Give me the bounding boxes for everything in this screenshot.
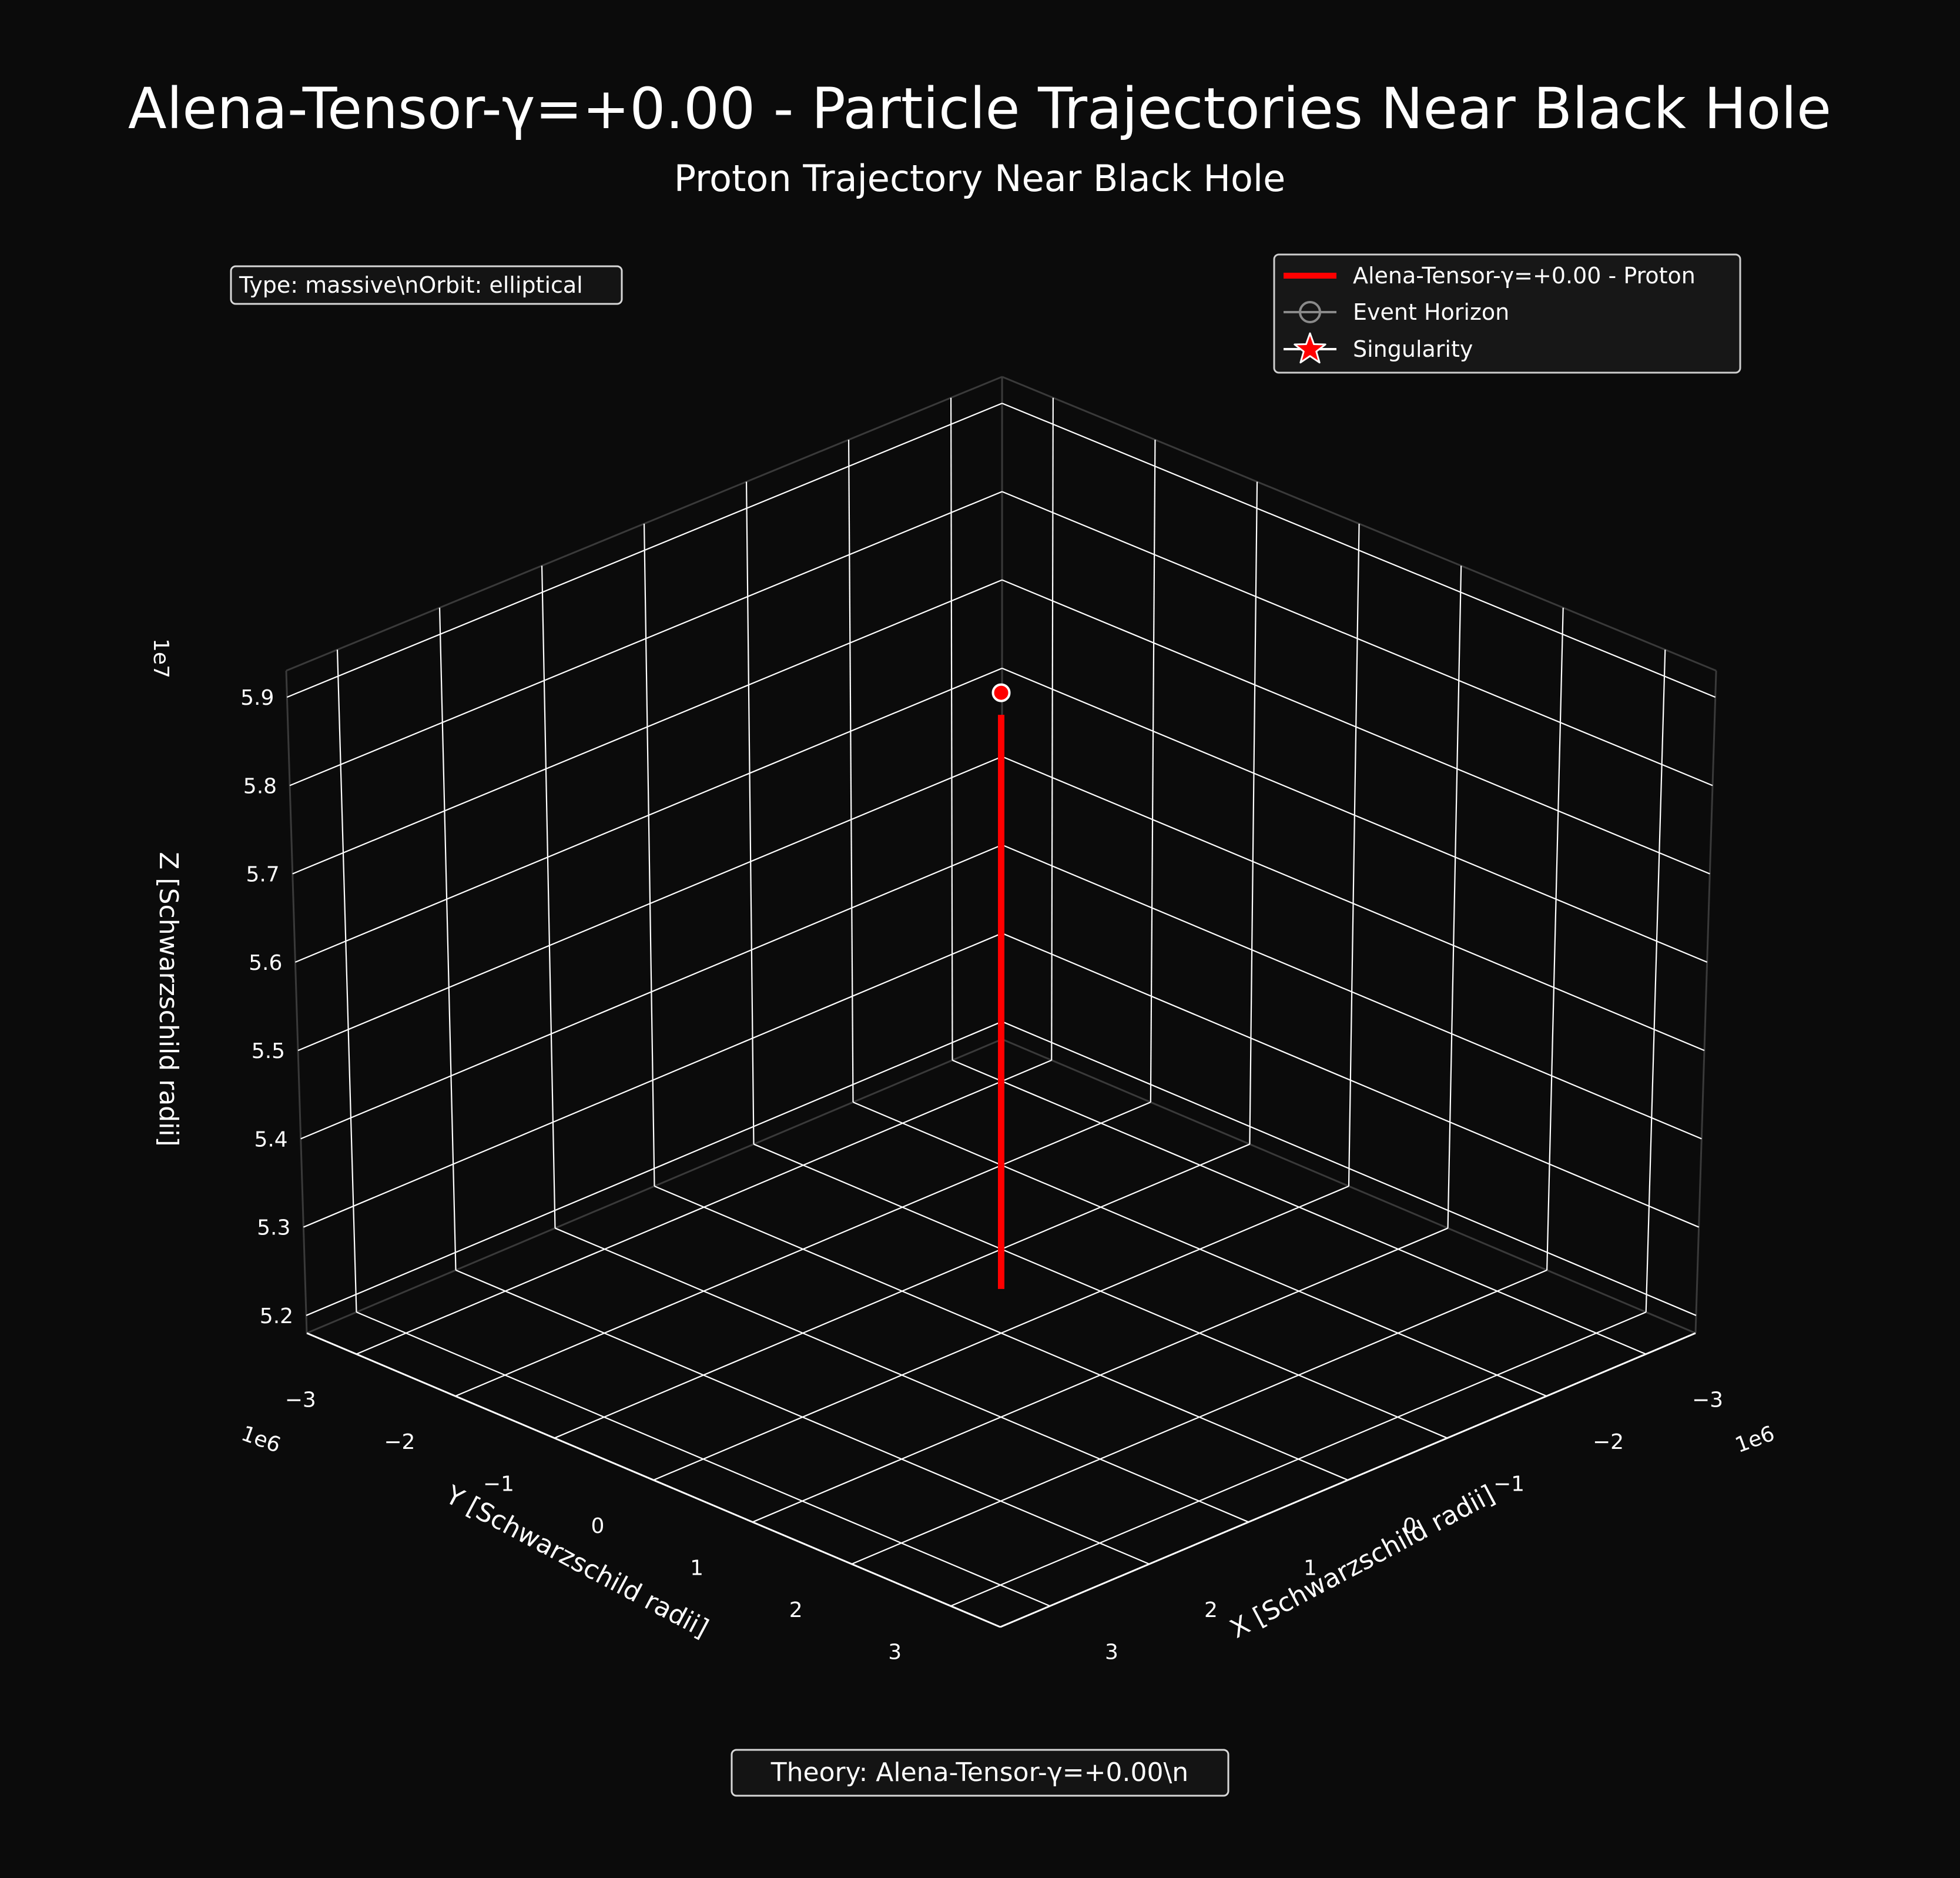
x-tick-label: −1 xyxy=(1493,1472,1525,1497)
grid-line-y-wall xyxy=(1546,607,1564,1270)
grid-line-z-right xyxy=(1001,844,1702,1140)
z-offset-text: 1e7 xyxy=(149,638,173,678)
grid-line-z-left xyxy=(297,756,1003,1052)
grid-line-y-wall xyxy=(1150,440,1156,1103)
z-tick-label: 5.7 xyxy=(246,863,279,887)
grid-line-z-right xyxy=(1001,756,1705,1052)
z-tick-label: 5.2 xyxy=(260,1304,293,1328)
grid-line-x-wall xyxy=(336,650,357,1313)
event-horizon-icon xyxy=(1299,301,1321,323)
legend-label-trajectory: Alena-Tensor-γ=+0.00 - Proton xyxy=(1353,263,1696,289)
y-tick-label: 1 xyxy=(690,1556,703,1580)
chart-subtitle: Proton Trajectory Near Black Hole xyxy=(674,157,1286,200)
grid-line-z-right xyxy=(1001,932,1700,1228)
grid-line-y-wall xyxy=(1051,397,1054,1060)
grid-line-z-right xyxy=(1001,1020,1697,1316)
grid-line-y-wall xyxy=(1249,481,1258,1144)
y-tick-label: 2 xyxy=(789,1598,803,1622)
grid-line-y-floor xyxy=(455,1102,1151,1397)
z-tick-label: 5.4 xyxy=(254,1127,287,1151)
figure-title: Alena-Tensor-γ=+0.00 - Particle Trajecto… xyxy=(128,76,1831,142)
z-tick-label: 5.5 xyxy=(252,1039,285,1063)
legend-entry-singularity: Singularity xyxy=(1284,332,1473,364)
x-tick-label: −2 xyxy=(1593,1430,1624,1454)
grid-line-x-wall xyxy=(438,607,457,1270)
grid-line-z-left xyxy=(289,491,1003,786)
footer-box-text: Theory: Alena-Tensor-γ=+0.00\n xyxy=(770,1758,1188,1787)
grid-line-z-right xyxy=(1001,667,1708,963)
grid-line-y-wall xyxy=(1348,523,1360,1187)
y-tick-label: 3 xyxy=(888,1640,902,1664)
z-tick-label: 5.8 xyxy=(243,774,277,798)
pane-edge xyxy=(285,670,308,1334)
star-icon xyxy=(1294,332,1326,364)
grid-line-z-left xyxy=(292,579,1003,875)
x-tick-label: 3 xyxy=(1105,1640,1118,1664)
tick-labels: −3 −2 −1 0 1 2 3 −3 −2 −1 0 1 2 3 5.2 5.3 5.4 5.5 5.6 5.7 5.… xyxy=(240,686,1723,1664)
grid-line-z-right xyxy=(1001,579,1710,875)
grid-line-z-left xyxy=(286,403,1003,698)
grid-line-z-right xyxy=(1001,403,1716,698)
x-tick-label: 0 xyxy=(1403,1514,1416,1538)
legend-entry-event-horizon: Event Horizon xyxy=(1284,299,1509,325)
grid-line-y-floor xyxy=(554,1143,1250,1439)
legend: Alena-Tensor-γ=+0.00 - Proton Event Hori… xyxy=(1273,253,1741,374)
legend-label-singularity: Singularity xyxy=(1353,336,1473,362)
info-box-text: Type: massive\nOrbit: elliptical xyxy=(239,272,583,298)
z-tick-label: 5.6 xyxy=(249,951,282,975)
info-box: Type: massive\nOrbit: elliptical xyxy=(230,265,623,305)
y-tick-label: −1 xyxy=(483,1472,514,1497)
grid-line-y-floor xyxy=(851,1269,1547,1565)
data-series xyxy=(991,683,1011,1289)
pane-edge xyxy=(1694,670,1717,1334)
footer-box: Theory: Alena-Tensor-γ=+0.00\n xyxy=(731,1749,1229,1797)
grid-line-x-wall xyxy=(745,481,755,1144)
grid-lines xyxy=(286,397,1716,1607)
legend-entry-trajectory: Alena-Tensor-γ=+0.00 - Proton xyxy=(1284,263,1696,289)
x-tick-label: 1 xyxy=(1304,1556,1317,1580)
grid-line-y-floor xyxy=(356,1059,1052,1355)
grid-line-y-floor xyxy=(950,1311,1647,1607)
grid-line-z-right xyxy=(1001,491,1713,786)
grid-line-z-left xyxy=(300,844,1003,1140)
x-tick-label: −3 xyxy=(1692,1388,1723,1412)
y-tick-label: 0 xyxy=(591,1514,605,1538)
grid-line-y-wall xyxy=(1447,565,1462,1228)
y-tick-label: −3 xyxy=(285,1388,316,1412)
legend-label-event-horizon: Event Horizon xyxy=(1353,299,1509,325)
grid-line-x-wall xyxy=(847,440,854,1103)
z-tick-label: 5.3 xyxy=(257,1216,290,1240)
grid-line-z-left xyxy=(303,932,1003,1228)
z-tick-label: 5.9 xyxy=(240,686,274,710)
grid-line-x-wall xyxy=(541,565,556,1228)
x-tick-label: 2 xyxy=(1204,1598,1218,1622)
z-axis-label: Z [Schwarzschild radii] xyxy=(153,852,183,1146)
grid-line-z-left xyxy=(306,1020,1003,1316)
grid-line-z-left xyxy=(294,667,1003,963)
grid-line-y-floor xyxy=(752,1227,1448,1523)
grid-line-y-wall xyxy=(1645,650,1666,1313)
y-tick-label: −2 xyxy=(384,1430,415,1454)
grid-line-x-wall xyxy=(950,397,953,1060)
trajectory-end-marker xyxy=(991,683,1011,702)
grid-line-x-wall xyxy=(643,523,655,1187)
grid-line-y-floor xyxy=(653,1185,1349,1481)
